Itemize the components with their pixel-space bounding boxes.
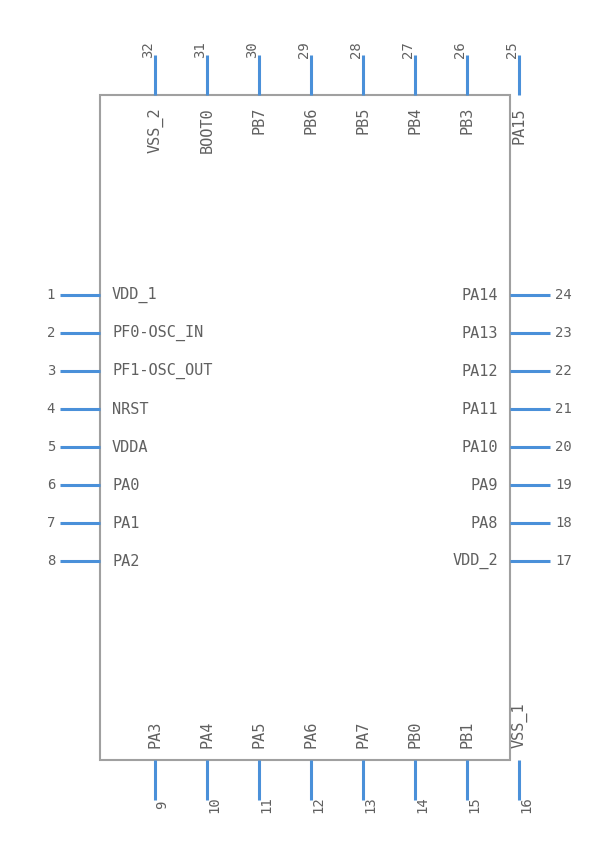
Text: PA9: PA9 [471, 477, 498, 493]
Text: 26: 26 [453, 42, 467, 59]
Text: 12: 12 [311, 796, 325, 813]
Text: 3: 3 [47, 364, 55, 378]
Text: PF1-OSC_OUT: PF1-OSC_OUT [112, 363, 212, 379]
Text: VDD_1: VDD_1 [112, 287, 157, 303]
Text: 31: 31 [193, 42, 207, 59]
Text: 15: 15 [467, 796, 481, 813]
Text: 2: 2 [47, 326, 55, 340]
Text: 32: 32 [141, 42, 155, 59]
Text: PA4: PA4 [199, 721, 215, 748]
Text: VDD_2: VDD_2 [452, 553, 498, 569]
Text: PB0: PB0 [407, 721, 423, 748]
Text: PA13: PA13 [461, 326, 498, 341]
Text: 16: 16 [519, 796, 533, 813]
Text: 10: 10 [207, 796, 221, 813]
Text: BOOT0: BOOT0 [199, 107, 215, 153]
Text: 8: 8 [47, 554, 55, 568]
Text: PA14: PA14 [461, 287, 498, 303]
Text: 25: 25 [505, 42, 519, 59]
Text: PB5: PB5 [356, 107, 370, 134]
Text: PB6: PB6 [303, 107, 319, 134]
Text: 5: 5 [47, 440, 55, 454]
Text: 19: 19 [555, 478, 572, 492]
Text: 14: 14 [415, 796, 429, 813]
Text: PA15: PA15 [511, 107, 527, 143]
Text: PB7: PB7 [252, 107, 266, 134]
Text: 24: 24 [555, 288, 572, 302]
Text: PA1: PA1 [112, 516, 139, 531]
Text: PA10: PA10 [461, 439, 498, 455]
Text: PA3: PA3 [148, 721, 162, 748]
Text: PA7: PA7 [356, 721, 370, 748]
Text: PA12: PA12 [461, 364, 498, 378]
Text: PA8: PA8 [471, 516, 498, 531]
Text: VDDA: VDDA [112, 439, 148, 455]
Text: 13: 13 [363, 796, 377, 813]
Text: NRST: NRST [112, 401, 148, 416]
Bar [100, 95, 510, 760]
Text: PB1: PB1 [460, 721, 474, 748]
Text: 17: 17 [555, 554, 572, 568]
Text: VSS_1: VSS_1 [511, 702, 527, 748]
Text: 11: 11 [259, 796, 273, 813]
Text: 30: 30 [245, 42, 259, 59]
Text: PA0: PA0 [112, 477, 139, 493]
Text: 4: 4 [47, 402, 55, 416]
Text: PA6: PA6 [303, 721, 319, 748]
Text: PA11: PA11 [461, 401, 498, 416]
Text: 23: 23 [555, 326, 572, 340]
Text: 18: 18 [555, 516, 572, 530]
Text: 29: 29 [297, 42, 311, 59]
Text: 28: 28 [349, 42, 363, 59]
Text: 6: 6 [47, 478, 55, 492]
Text: 1: 1 [47, 288, 55, 302]
Text: PA5: PA5 [252, 721, 266, 748]
Text: 20: 20 [555, 440, 572, 454]
Text: PB3: PB3 [460, 107, 474, 134]
Text: 22: 22 [555, 364, 572, 378]
Text: 9: 9 [155, 801, 169, 809]
Text: 21: 21 [555, 402, 572, 416]
Text: PB4: PB4 [407, 107, 423, 134]
Text: PA2: PA2 [112, 554, 139, 568]
Text: 7: 7 [47, 516, 55, 530]
Text: PF0-OSC_IN: PF0-OSC_IN [112, 325, 203, 341]
Text: 27: 27 [401, 42, 415, 59]
Text: VSS_2: VSS_2 [147, 107, 163, 153]
